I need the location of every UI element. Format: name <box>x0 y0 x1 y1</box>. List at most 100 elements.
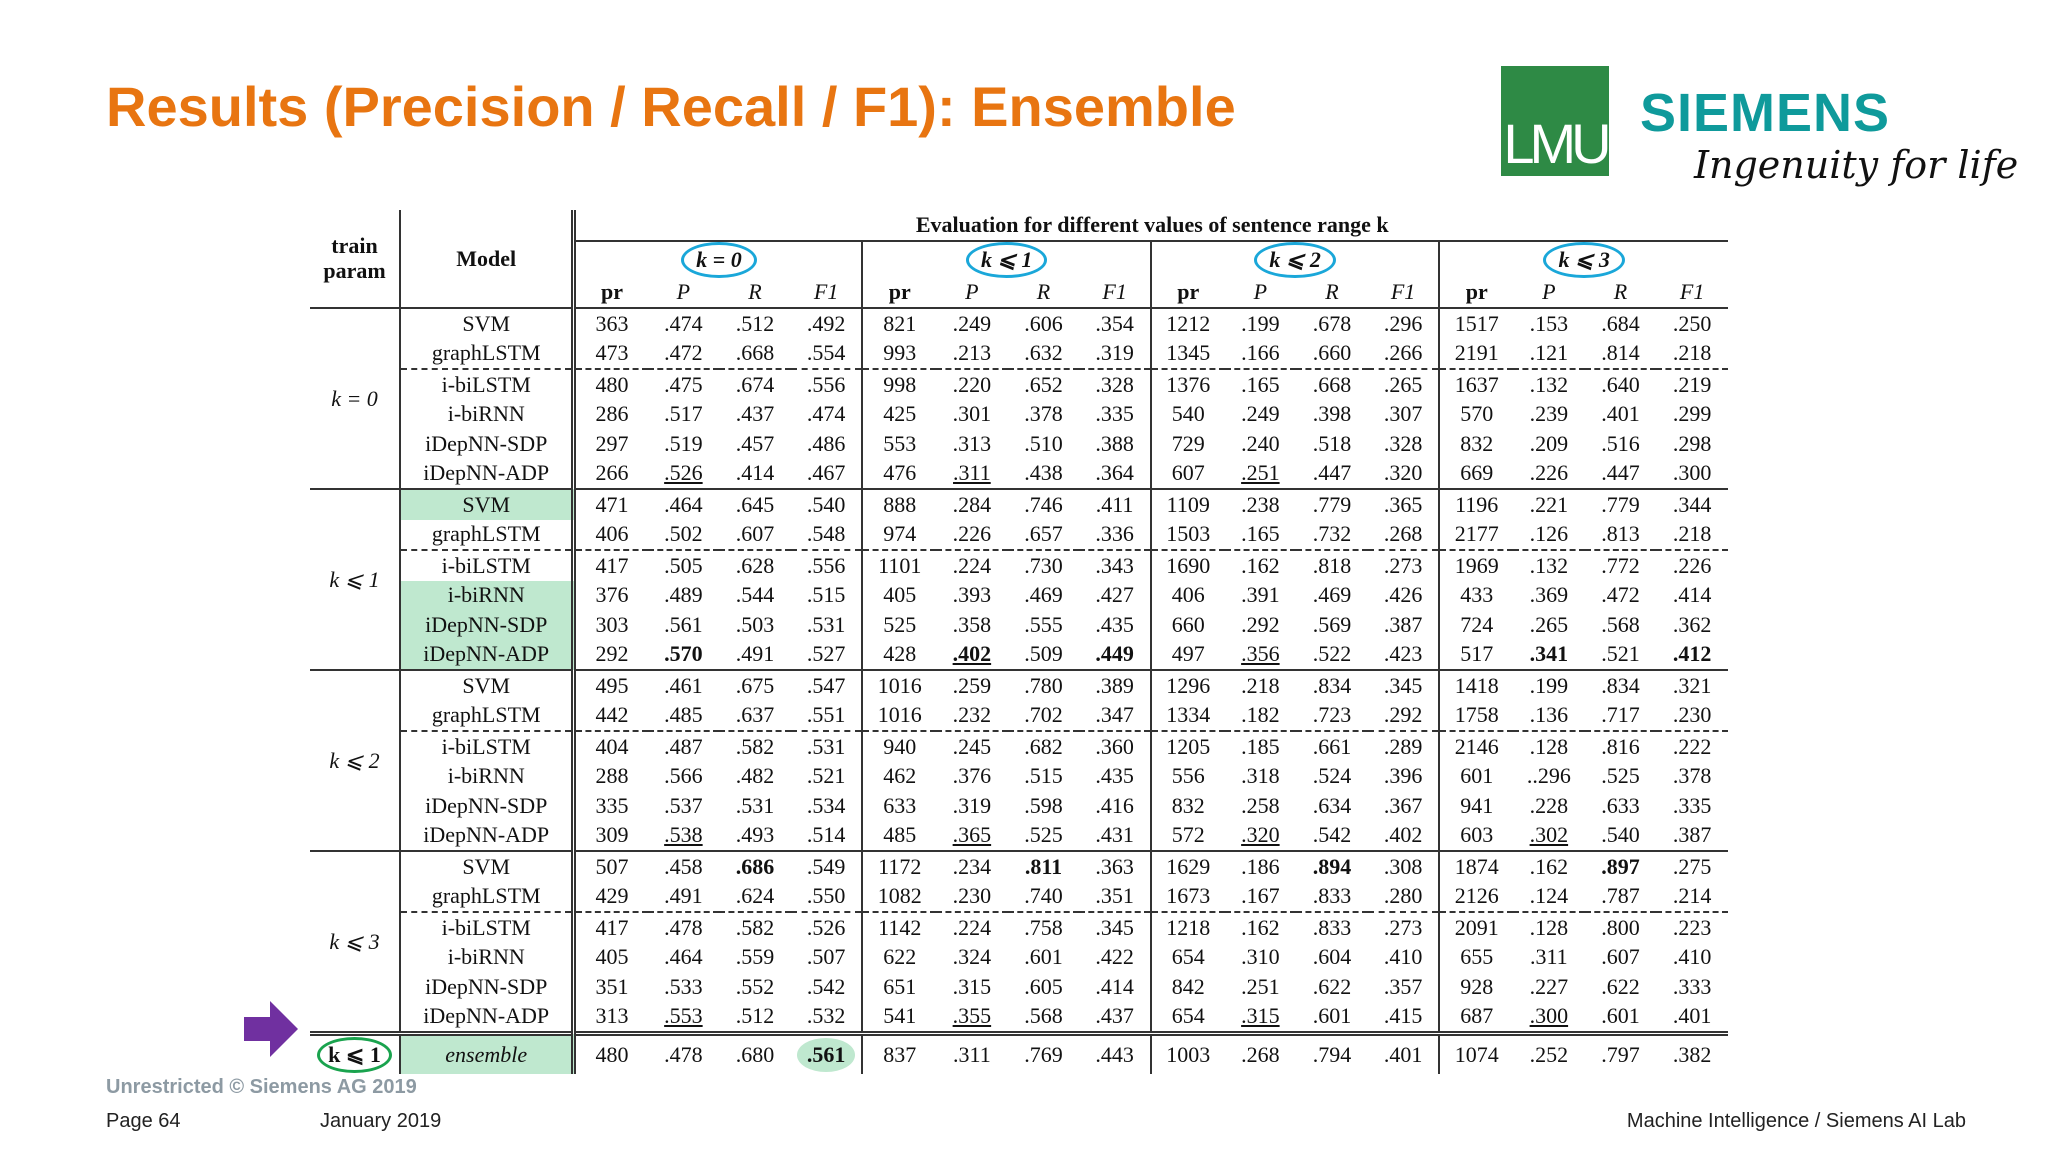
table-cell: .232 <box>952 702 992 728</box>
table-cell: .779 <box>1296 488 1368 520</box>
table-cell: .549 <box>790 850 863 882</box>
table-cell: .249 <box>936 307 1008 339</box>
table-cell: 404 <box>571 730 648 762</box>
table-cell: 941 <box>1438 791 1514 821</box>
table-row: iDepNN-ADP 313 .553 .512 .532 541 .355 .568 .437… <box>310 1001 1728 1034</box>
table-cell: .458 <box>647 850 720 882</box>
table-cell: 2146 <box>1438 730 1514 762</box>
table-cell: .514 <box>806 822 846 848</box>
table-cell: .296 <box>1367 307 1440 339</box>
table-cell: 622 <box>861 942 937 972</box>
model-cell: SVM <box>399 850 574 882</box>
table-cell: .410 <box>1383 944 1423 970</box>
table-cell: 442 <box>571 700 648 731</box>
table-cell: .515 <box>806 582 846 608</box>
table-cell: .509 <box>1024 641 1063 667</box>
table-cell: 405 <box>571 942 648 972</box>
table-cell: .772 <box>1584 549 1657 581</box>
group-circle: k ⩽ 3 <box>1543 241 1625 278</box>
table-cell: .302 <box>1529 822 1569 848</box>
table-cell: .226 <box>1529 460 1569 486</box>
table-cell: .818 <box>1296 549 1368 581</box>
table-cell: .230 <box>952 883 992 909</box>
results-table: train param Model Evaluation for differe… <box>310 210 1728 1074</box>
group-header-k0: k = 0 <box>571 240 863 278</box>
table-cell: .162 <box>1224 549 1297 581</box>
table-cell: .414 <box>1672 582 1712 608</box>
table-cell: .568 <box>1601 611 1640 637</box>
table-row: i-biRNN 286 .517 .437 .474 425 .301 .378 .335 540… <box>310 399 1728 429</box>
train-param-header: train param <box>323 233 386 283</box>
model-cell: i-biLSTM <box>399 549 574 581</box>
metric-header: P <box>1542 279 1556 305</box>
table-cell: .369 <box>1529 582 1569 608</box>
table-cell: .292 <box>1241 611 1280 637</box>
table-cell: .258 <box>1241 792 1280 818</box>
metric-header: P <box>1253 279 1268 305</box>
table-cell: .512 <box>719 307 791 339</box>
table-cell: .378 <box>1672 763 1712 789</box>
table-cell: 1218 <box>1149 911 1225 943</box>
table-cell: .493 <box>735 822 775 848</box>
table-cell: .438 <box>1024 460 1063 486</box>
model-header: Model <box>399 210 574 308</box>
table-cell: .351 <box>1095 883 1134 909</box>
table-cell: .675 <box>719 669 791 701</box>
table-cell: .310 <box>1241 944 1280 970</box>
table-cell: .489 <box>664 582 703 608</box>
table-cell: .378 <box>1024 401 1063 427</box>
table-cell: 1334 <box>1149 700 1225 731</box>
table-cell: .474 <box>806 401 846 427</box>
table-cell: .226 <box>1656 549 1728 581</box>
table-cell: 1172 <box>861 850 937 882</box>
table-cell: .401 <box>1672 1003 1712 1029</box>
table-cell: .512 <box>735 1003 775 1029</box>
metric-header: R <box>748 279 762 305</box>
table-cell: 462 <box>861 761 937 791</box>
table-cell: .833 <box>1296 911 1368 943</box>
table-cell: .652 <box>1007 368 1080 400</box>
table-cell: .582 <box>719 911 791 943</box>
table-cell: .126 <box>1529 521 1569 547</box>
table-cell: 556 <box>1149 761 1225 791</box>
table-cell: 497 <box>1149 639 1225 670</box>
table-cell: .723 <box>1312 702 1352 728</box>
table-cell: 724 <box>1438 610 1514 640</box>
table-cell: .814 <box>1601 340 1640 366</box>
table-cell: 940 <box>861 730 937 762</box>
siemens-logo: SIEMENS <box>1640 83 1891 143</box>
table-cell: .387 <box>1383 611 1423 637</box>
model-cell: graphLSTM <box>399 338 574 369</box>
table-cell: 1109 <box>1149 488 1225 520</box>
table-cell: 351 <box>571 972 648 1002</box>
model-cell: graphLSTM <box>399 700 574 731</box>
table-cell: 425 <box>861 399 937 429</box>
table-row: i-biRNN 376 .489 .544 .515 405 .393 .469 .427 406… <box>310 580 1728 610</box>
table-cell: 2191 <box>1438 338 1514 369</box>
ensemble-model-cell: ensemble <box>399 1031 574 1074</box>
table-cell: .376 <box>952 763 992 789</box>
table-cell: .461 <box>647 669 720 701</box>
table-cell: .315 <box>952 973 992 999</box>
table-cell: .526 <box>664 460 703 486</box>
table-cell: .401 <box>1601 401 1640 427</box>
metric-header: F1 <box>1679 279 1705 305</box>
table-cell: .435 <box>1095 763 1134 789</box>
table-cell: .320 <box>1383 460 1423 486</box>
table-cell: 729 <box>1149 429 1225 459</box>
model-cell: i-biRNN <box>399 580 574 610</box>
table-cell: .199 <box>1513 669 1585 701</box>
table-row: iDepNN-SDP 297 .519 .457 .486 553 .313 .510 .388… <box>310 429 1728 459</box>
table-row: iDepNN-SDP 303 .561 .503 .531 525 .358 .555 .435… <box>310 610 1728 640</box>
table-cell: .472 <box>1601 582 1640 608</box>
table-cell: .834 <box>1296 669 1368 701</box>
table-cell: .132 <box>1513 549 1585 581</box>
table-cell: .249 <box>1241 401 1280 427</box>
table-cell: .684 <box>1584 307 1657 339</box>
ensemble-row: k ⩽ 1 ensemble 480.478.680.561 837.311.769.… <box>310 1031 1728 1074</box>
table-cell: .661 <box>1296 730 1368 762</box>
model-cell: iDepNN-SDP <box>399 429 574 459</box>
table-cell: .601 <box>1601 1003 1640 1029</box>
table-cell: .239 <box>1529 401 1569 427</box>
table-cell: 363 <box>571 307 648 339</box>
